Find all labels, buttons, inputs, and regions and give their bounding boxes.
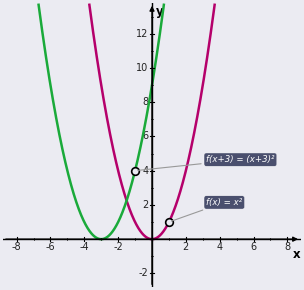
Text: -2: -2 [139,269,149,278]
Text: 4: 4 [143,166,149,176]
Text: y: y [156,6,164,19]
Text: 2: 2 [142,200,149,210]
Text: 2: 2 [183,242,189,252]
Text: 12: 12 [136,29,149,39]
Text: f(x) = x²: f(x) = x² [171,198,242,221]
Text: -4: -4 [79,242,89,252]
Text: 8: 8 [284,242,291,252]
Text: 8: 8 [143,97,149,107]
Text: 6: 6 [143,131,149,142]
Text: 4: 4 [217,242,223,252]
Text: f(x+3) = (x+3)²: f(x+3) = (x+3)² [138,155,275,171]
Text: 6: 6 [250,242,257,252]
Text: 10: 10 [136,63,149,73]
Text: x: x [292,248,300,261]
Text: -2: -2 [113,242,123,252]
Text: -6: -6 [46,242,55,252]
Text: -8: -8 [12,242,21,252]
